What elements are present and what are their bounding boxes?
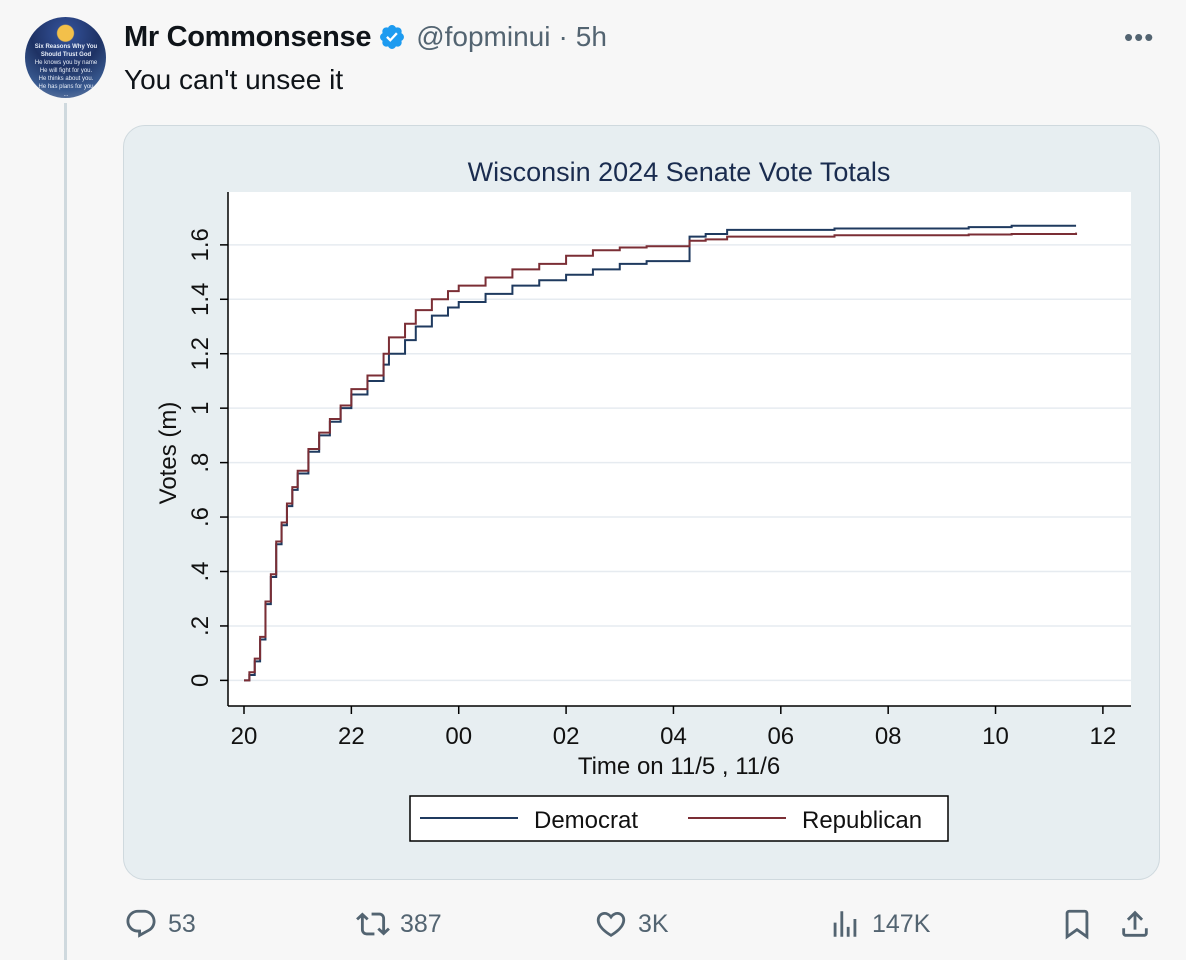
y-tick-label: 1 [187,401,214,414]
bookmark-button[interactable] [1060,900,1094,948]
views-button[interactable]: 147K [828,900,930,948]
tweet-media-image[interactable]: 0 .2 .4 .6 .8 1 1.2 1.4 1.6 20 22 00 02 04 06 08 10 12 Wi… [123,125,1160,880]
avatar-text-line: ... [63,92,69,98]
avatar-text-line: He will fight for you. [39,68,93,74]
thread-connector-line [64,103,67,960]
y-tick-label: .6 [187,507,214,527]
avatar-text-line: He knows you by name [34,60,98,66]
repost-button[interactable]: 387 [356,900,442,948]
x-tick-label: 02 [553,723,580,750]
y-tick-label: 1.4 [187,283,214,316]
views-count: 147K [872,909,931,938]
repost-count: 387 [400,909,442,938]
like-button[interactable]: 3K [594,900,669,948]
chart: 0 .2 .4 .6 .8 1 1.2 1.4 1.6 20 22 00 02 04 06 08 10 12 Wi… [155,157,1131,842]
views-icon [833,911,857,937]
share-icon [1122,910,1148,937]
tweet-actions-bar: 53 387 3K 147K [124,900,1164,948]
x-tick-label: 00 [445,723,472,750]
x-tick-label: 04 [660,723,687,750]
bookmark-icon [1065,909,1089,940]
avatar-text-line: Should Trust God [40,52,92,58]
y-axis-label: Votes (m) [155,402,182,505]
more-horizontal-icon[interactable]: ••• [1124,22,1155,52]
series-line-republican [244,232,1078,682]
x-tick-label: 06 [767,723,794,750]
y-tick-label: .8 [187,453,214,473]
share-button[interactable] [1118,900,1152,948]
author-handle[interactable]: @fopminui [416,21,551,52]
timestamp[interactable]: 5h [575,21,607,52]
avatar[interactable]: Six Reasons Why You Should Trust God He kn… [25,17,106,98]
x-tick-label: 12 [1090,723,1117,750]
heart-icon [596,911,626,937]
tweet-text: You can't unsee it [124,64,344,95]
x-tick-label: 22 [338,723,365,750]
y-tick-label: 1.2 [187,337,214,370]
x-axis-label: Time on 11/5 , 11/6 [578,753,780,780]
plot-area [228,192,1131,706]
separator-dot: · [558,21,568,52]
legend-label-democrat: Democrat [534,807,638,834]
series-line-democrat [244,224,1077,682]
avatar-text: Six Reasons Why You Should Trust God He kn… [31,43,101,98]
author-name[interactable]: Mr Commonsense [124,20,372,53]
avatar-text-line: He thinks about you. [38,76,94,82]
tweet-header: Mr Commonsense @fopminui · 5h [124,20,607,54]
y-tick-label: 0 [187,674,214,687]
y-tick-label: 1.6 [187,228,214,261]
reply-button[interactable]: 53 [124,900,196,948]
like-count: 3K [638,909,669,938]
x-tick-label: 08 [875,723,902,750]
x-tick-label: 20 [231,723,258,750]
repost-icon [356,912,390,936]
legend-label-republican: Republican [802,807,922,834]
reply-count: 53 [168,909,196,938]
verified-badge-icon [380,25,405,49]
x-tick-label: 10 [982,723,1009,750]
y-tick-label: .4 [187,561,214,581]
y-tick-label: .2 [187,616,214,636]
avatar-text-line: Six Reasons Why You [34,44,98,50]
chart-title: Wisconsin 2024 Senate Vote Totals [468,157,891,187]
reply-icon [126,909,156,938]
avatar-text-line: He has plans for you [38,84,94,90]
